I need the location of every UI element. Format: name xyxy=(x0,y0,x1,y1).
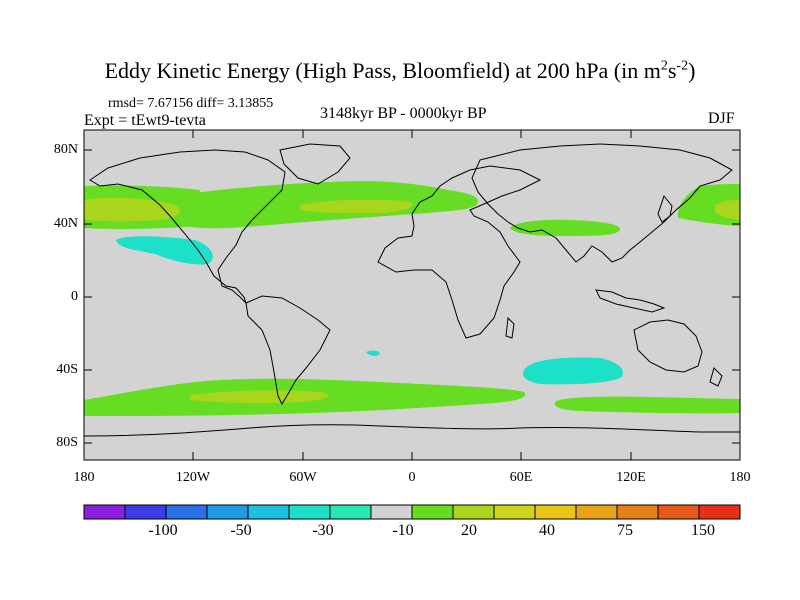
lon-label-60e: 60E xyxy=(509,470,533,485)
north-pacific-core xyxy=(84,197,180,222)
asian-jet-band xyxy=(510,219,620,236)
colorbar-label-5: 20 xyxy=(461,522,477,539)
colorbar-box-8 xyxy=(370,504,413,520)
colorbar-box-10 xyxy=(452,504,495,520)
lat-label-eq: 0 xyxy=(71,289,78,304)
south-indian-ocean-negative xyxy=(522,357,624,385)
maritime-continent-coast xyxy=(595,289,666,313)
lon-label-180e: 180 xyxy=(729,470,751,485)
lat-label-40n: 40N xyxy=(53,216,78,231)
north-atlantic-core xyxy=(300,199,413,214)
lon-ticks xyxy=(83,130,741,460)
new-zealand-coast xyxy=(709,367,723,387)
colorbar-label-8: 150 xyxy=(691,522,715,539)
colorbar-label-6: 40 xyxy=(539,522,555,539)
colorbar-box-7 xyxy=(329,504,372,520)
colorbar-box-13 xyxy=(575,504,618,520)
colorbar-box-15 xyxy=(657,504,700,520)
colorbar-label-1: -100 xyxy=(148,522,178,539)
colorbar-label-7: 75 xyxy=(617,522,633,539)
colorbar-box-1 xyxy=(83,504,126,520)
colorbar-label-3: -30 xyxy=(312,522,334,539)
units-sup-2: -2 xyxy=(676,58,689,74)
lon-label-120e: 120E xyxy=(616,470,646,485)
japan-coast xyxy=(657,194,673,223)
experiment-label: Expt = tEwt9-tevta xyxy=(84,112,206,129)
colorbar-box-5 xyxy=(247,504,290,520)
coastlines xyxy=(83,143,740,437)
subtropical-east-pacific-negative xyxy=(116,236,213,265)
small-atlantic-negative xyxy=(366,350,380,356)
units-sup-1: 2 xyxy=(660,58,668,74)
lat-label-80s: 80S xyxy=(56,435,78,450)
colorbar-box-11 xyxy=(493,504,536,520)
colorbar-label-4: -10 xyxy=(392,522,414,539)
colorbar-box-9 xyxy=(411,504,454,520)
colorbar-label-2: -50 xyxy=(230,522,252,539)
negative-anomalies xyxy=(116,236,624,385)
lon-label-0: 0 xyxy=(408,470,416,485)
colorbar-box-3 xyxy=(165,504,208,520)
colorbar-box-4 xyxy=(206,504,249,520)
period-label: 3148kyr BP - 0000kyr BP xyxy=(320,105,487,122)
colorbar-box-2 xyxy=(124,504,167,520)
lat-label-80n: 80N xyxy=(53,142,78,157)
lat-label-40s: 40S xyxy=(56,362,78,377)
southern-ocean-core xyxy=(190,390,329,404)
season-label: DJF xyxy=(708,110,735,127)
colorbar-box-14 xyxy=(616,504,659,520)
antarctica-coast xyxy=(83,424,740,437)
plot-title-text: Eddy Kinetic Energy (High Pass, Bloomfie… xyxy=(104,58,661,83)
colorbar-box-16 xyxy=(698,504,741,520)
units-mid: s xyxy=(667,58,677,83)
title-close: ) xyxy=(688,58,696,83)
lon-label-120w: 120W xyxy=(175,470,211,485)
nw-pacific-core xyxy=(715,200,740,220)
south-indian-band xyxy=(554,396,740,414)
australia-coast xyxy=(633,319,703,373)
stats-text: rmsd= 7.67156 diff= 3.13855 xyxy=(108,96,274,111)
greenland-coast xyxy=(279,143,351,185)
colorbar-box-12 xyxy=(534,504,577,520)
lon-label-180w: 180 xyxy=(73,470,95,485)
lon-label-60w: 60W xyxy=(289,470,317,485)
asia-coast xyxy=(471,143,733,263)
madagascar-coast xyxy=(505,316,515,339)
europe-africa-coast xyxy=(377,165,542,339)
lat-ticks xyxy=(84,149,740,444)
colorbar-box-6 xyxy=(288,504,331,520)
plot-title: Eddy Kinetic Energy (High Pass, Bloomfie… xyxy=(0,58,800,84)
south-america-coast xyxy=(245,295,331,406)
colorbar xyxy=(83,504,741,520)
core-anomalies xyxy=(84,197,740,404)
north-america-coast xyxy=(89,149,286,304)
